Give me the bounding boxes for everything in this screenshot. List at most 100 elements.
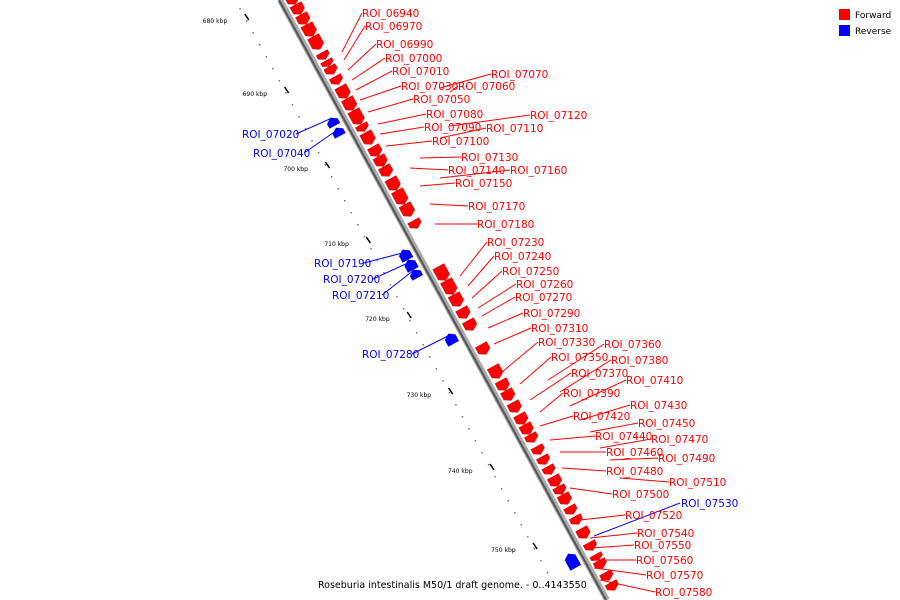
forward-leader-line <box>459 241 488 277</box>
guide-dot <box>252 32 254 34</box>
guide-dot <box>304 128 307 130</box>
guide-dot <box>520 524 523 526</box>
forward-gene <box>486 363 504 379</box>
forward-gene <box>518 421 534 435</box>
forward-gene-label[interactable]: ROI_07110 <box>486 123 543 135</box>
forward-gene-label[interactable]: ROI_07350 <box>551 352 608 364</box>
guide-dot <box>442 380 444 382</box>
reverse-gene-track <box>326 117 582 571</box>
forward-gene-label[interactable]: ROI_07250 <box>502 266 559 278</box>
reverse-gene-label[interactable]: ROI_07530 <box>681 498 738 510</box>
forward-gene-label[interactable]: ROI_07120 <box>530 110 587 122</box>
forward-gene-label[interactable]: ROI_07480 <box>606 466 663 478</box>
forward-gene-label[interactable]: ROI_07050 <box>413 94 470 106</box>
forward-gene-label[interactable]: ROI_07510 <box>669 477 726 489</box>
forward-gene-label[interactable]: ROI_07270 <box>515 292 572 304</box>
forward-gene-label[interactable]: ROI_07360 <box>604 339 661 351</box>
forward-gene-label[interactable]: ROI_07170 <box>468 201 525 213</box>
forward-leader-line <box>359 85 402 101</box>
forward-gene-label[interactable]: ROI_07440 <box>595 431 652 443</box>
forward-gene <box>285 0 299 5</box>
forward-leader-line <box>591 544 635 549</box>
forward-gene <box>377 163 394 177</box>
forward-leader-line <box>609 457 659 461</box>
forward-gene-label[interactable]: ROI_07070 <box>491 69 548 81</box>
forward-gene-label[interactable]: ROI_07550 <box>634 540 691 552</box>
forward-gene-label[interactable]: ROI_06990 <box>376 39 433 51</box>
forward-gene-label[interactable]: ROI_07490 <box>658 453 715 465</box>
forward-leader-line <box>439 169 511 179</box>
legend-reverse-label: Reverse <box>855 27 892 37</box>
forward-gene-label[interactable]: ROI_07450 <box>638 418 695 430</box>
guide-dot <box>344 200 346 202</box>
forward-gene-label[interactable]: ROI_07380 <box>611 355 668 367</box>
forward-gene-label[interactable]: ROI_07580 <box>655 587 712 599</box>
tick-label: 750 kbp <box>491 547 516 554</box>
forward-gene-label[interactable]: ROI_07010 <box>392 66 449 78</box>
guide-dot <box>415 332 418 334</box>
reverse-leader-line <box>593 502 681 537</box>
forward-gene-label[interactable]: ROI_07420 <box>573 411 630 423</box>
reverse-gene <box>332 127 346 139</box>
forward-leader-line <box>579 404 631 421</box>
guide-dot <box>422 344 424 346</box>
forward-gene-label[interactable]: ROI_07460 <box>606 447 663 459</box>
forward-leader-line <box>341 12 363 53</box>
forward-gene-label[interactable]: ROI_06940 <box>362 8 419 20</box>
forward-gene-label[interactable]: ROI_07390 <box>563 388 620 400</box>
forward-gene-label[interactable]: ROI_07430 <box>630 400 687 412</box>
forward-gene-label[interactable]: ROI_07130 <box>461 152 518 164</box>
forward-gene-label[interactable]: ROI_07310 <box>531 323 588 335</box>
guide-dot <box>402 308 405 310</box>
forward-gene-label[interactable]: ROI_07470 <box>651 434 708 446</box>
guide-dot <box>337 188 339 190</box>
forward-leader-line <box>367 98 414 113</box>
forward-gene-label[interactable]: ROI_07150 <box>455 178 512 190</box>
forward-gene <box>294 11 311 25</box>
forward-leader-line <box>519 356 552 385</box>
forward-leader-line <box>449 114 531 127</box>
legend: Forward Reverse <box>839 9 892 37</box>
forward-gene-label[interactable]: ROI_07330 <box>538 337 595 349</box>
guide-dot <box>357 224 359 226</box>
forward-gene-label[interactable]: ROI_07000 <box>385 53 442 65</box>
forward-gene-label[interactable]: ROI_07370 <box>571 368 628 380</box>
forward-leader-line <box>569 379 627 407</box>
forward-gene-label[interactable]: ROI_07570 <box>646 570 703 582</box>
guide-dot <box>245 20 248 22</box>
forward-gene-label[interactable]: ROI_07560 <box>636 555 693 567</box>
forward-leader-line <box>487 312 524 329</box>
forward-gene-label[interactable]: ROI_07160 <box>510 165 567 177</box>
forward-gene-label[interactable]: ROI_07540 <box>637 528 694 540</box>
reverse-gene-label[interactable]: ROI_07020 <box>242 129 299 141</box>
forward-gene-label[interactable]: ROI_07100 <box>432 136 489 148</box>
forward-gene-labels: ROI_06940ROI_06970ROI_06990ROI_07000ROI_… <box>362 8 726 599</box>
reverse-gene-label[interactable]: ROI_07040 <box>253 148 310 160</box>
reverse-gene-label[interactable]: ROI_07190 <box>314 258 371 270</box>
forward-gene <box>334 83 351 99</box>
tick-label: 700 kbp <box>283 166 308 173</box>
forward-gene-label[interactable]: ROI_06970 <box>365 21 422 33</box>
forward-gene-label[interactable]: ROI_07240 <box>494 251 551 263</box>
forward-gene-label[interactable]: ROI_07230 <box>487 237 544 249</box>
forward-gene-label[interactable]: ROI_07410 <box>626 375 683 387</box>
forward-gene-label[interactable]: ROI_07030 <box>401 81 458 93</box>
reverse-gene-label[interactable]: ROI_07280 <box>362 349 419 361</box>
forward-leader-line <box>481 296 516 317</box>
tick-mark <box>244 13 250 21</box>
forward-gene-label[interactable]: ROI_07260 <box>516 279 573 291</box>
reverse-gene <box>326 117 341 129</box>
forward-gene <box>347 107 365 125</box>
forward-gene-label[interactable]: ROI_07290 <box>523 308 580 320</box>
reverse-leader-line <box>363 251 407 264</box>
reverse-gene-label[interactable]: ROI_07210 <box>332 290 389 302</box>
forward-gene-label[interactable]: ROI_07140 <box>448 165 505 177</box>
forward-gene-label[interactable]: ROI_07090 <box>424 122 481 134</box>
forward-gene-label[interactable]: ROI_07500 <box>612 489 669 501</box>
forward-gene-label[interactable]: ROI_07520 <box>625 510 682 522</box>
forward-gene-label[interactable]: ROI_07080 <box>426 109 483 121</box>
forward-gene-label[interactable]: ROI_07180 <box>477 219 534 231</box>
reverse-leader-line <box>411 333 453 355</box>
forward-gene-label[interactable]: ROI_07060 <box>458 81 515 93</box>
reverse-gene-label[interactable]: ROI_07200 <box>323 274 380 286</box>
